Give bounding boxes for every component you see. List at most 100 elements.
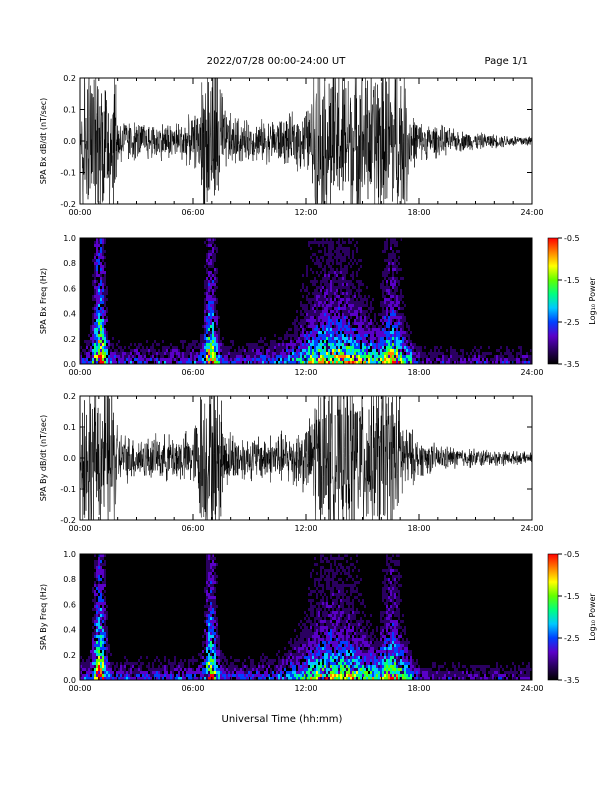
heatmap-cell — [124, 358, 126, 361]
heatmap-cell — [142, 361, 144, 364]
heatmap-cell — [212, 566, 214, 569]
heatmap-cell — [294, 358, 296, 361]
heatmap-cell — [150, 346, 152, 349]
heatmap-cell — [400, 346, 402, 349]
heatmap-cell — [346, 638, 348, 641]
heatmap-cell — [330, 319, 332, 322]
heatmap-cell — [352, 569, 354, 572]
heatmap-cell — [190, 352, 192, 355]
heatmap-cell — [392, 304, 394, 307]
heatmap-cell — [242, 346, 244, 349]
heatmap-cell — [316, 307, 318, 310]
heatmap-cell — [510, 352, 512, 355]
heatmap-cell — [100, 611, 102, 614]
heatmap-cell — [100, 653, 102, 656]
heatmap-cell — [340, 674, 342, 677]
heatmap-cell — [126, 659, 128, 662]
heatmap-cell — [524, 355, 526, 358]
heatmap-cell — [182, 671, 184, 674]
heatmap-cell — [316, 614, 318, 617]
heatmap-cell — [214, 620, 216, 623]
heatmap-cell — [400, 316, 402, 319]
colorbar: -0.5-1.5-2.5-3.5 Log₁₀ Power — [547, 234, 597, 369]
heatmap-cell — [362, 662, 364, 665]
heatmap-cell — [340, 557, 342, 560]
heatmap-cell — [118, 355, 120, 358]
heatmap-cell — [484, 361, 486, 364]
heatmap-cell — [122, 361, 124, 364]
heatmap-cell — [358, 337, 360, 340]
heatmap-cell — [400, 349, 402, 352]
heatmap-cell — [366, 638, 368, 641]
heatmap-cell — [300, 650, 302, 653]
heatmap-cell — [318, 608, 320, 611]
heatmap-cell — [146, 671, 148, 674]
heatmap-cell — [316, 325, 318, 328]
heatmap-cell — [338, 677, 340, 680]
heatmap-cell — [292, 671, 294, 674]
heatmap-cell — [356, 653, 358, 656]
heatmap-cell — [338, 277, 340, 280]
heatmap-cell — [344, 271, 346, 274]
heatmap-cell — [100, 623, 102, 626]
heatmap-cell — [262, 361, 264, 364]
heatmap-cell — [206, 268, 208, 271]
heatmap-cell — [286, 334, 288, 337]
heatmap-cell — [304, 289, 306, 292]
heatmap-cell — [330, 358, 332, 361]
heatmap-cell — [96, 289, 98, 292]
heatmap-cell — [112, 674, 114, 677]
heatmap-cell — [212, 656, 214, 659]
heatmap-cell — [314, 590, 316, 593]
heatmap-cell — [322, 584, 324, 587]
heatmap-cell — [182, 665, 184, 668]
heatmap-cell — [316, 578, 318, 581]
heatmap-cell — [294, 665, 296, 668]
heatmap-cell — [314, 295, 316, 298]
heatmap-cell — [310, 256, 312, 259]
heatmap-cell — [198, 677, 200, 680]
heatmap-cell — [204, 352, 206, 355]
heatmap-cell — [210, 614, 212, 617]
heatmap-cell — [312, 313, 314, 316]
heatmap-cell — [384, 349, 386, 352]
heatmap-cell — [342, 319, 344, 322]
heatmap-cell — [350, 352, 352, 355]
heatmap-cell — [172, 358, 174, 361]
heatmap-cell — [100, 313, 102, 316]
heatmap-cell — [336, 587, 338, 590]
heatmap-cell — [292, 644, 294, 647]
heatmap-cell — [342, 328, 344, 331]
heatmap-cell — [204, 361, 206, 364]
heatmap-cell — [320, 653, 322, 656]
heatmap-cell — [364, 677, 366, 680]
heatmap-cell — [178, 677, 180, 680]
heatmap-cell — [320, 331, 322, 334]
heatmap-cell — [100, 355, 102, 358]
heatmap-cell — [206, 677, 208, 680]
heatmap-cell — [208, 644, 210, 647]
heatmap-cell — [86, 677, 88, 680]
heatmap-cell — [358, 289, 360, 292]
heatmap-cell — [170, 352, 172, 355]
heatmap-cell — [326, 641, 328, 644]
heatmap-cell — [310, 343, 312, 346]
heatmap-cell — [312, 241, 314, 244]
heatmap-cell — [336, 611, 338, 614]
heatmap-cell — [314, 343, 316, 346]
heatmap-cell — [298, 659, 300, 662]
heatmap-cell — [332, 671, 334, 674]
heatmap-cell — [502, 361, 504, 364]
heatmap-cell — [406, 340, 408, 343]
heatmap-cell — [294, 328, 296, 331]
heatmap-cell — [340, 638, 342, 641]
heatmap-cell — [296, 334, 298, 337]
heatmap-cell — [116, 677, 118, 680]
heatmap-cell — [310, 313, 312, 316]
heatmap-cell — [220, 650, 222, 653]
heatmap-cell — [446, 349, 448, 352]
heatmap-cell — [94, 289, 96, 292]
heatmap-cell — [206, 611, 208, 614]
heatmap-cell — [108, 647, 110, 650]
heatmap-cell — [402, 301, 404, 304]
